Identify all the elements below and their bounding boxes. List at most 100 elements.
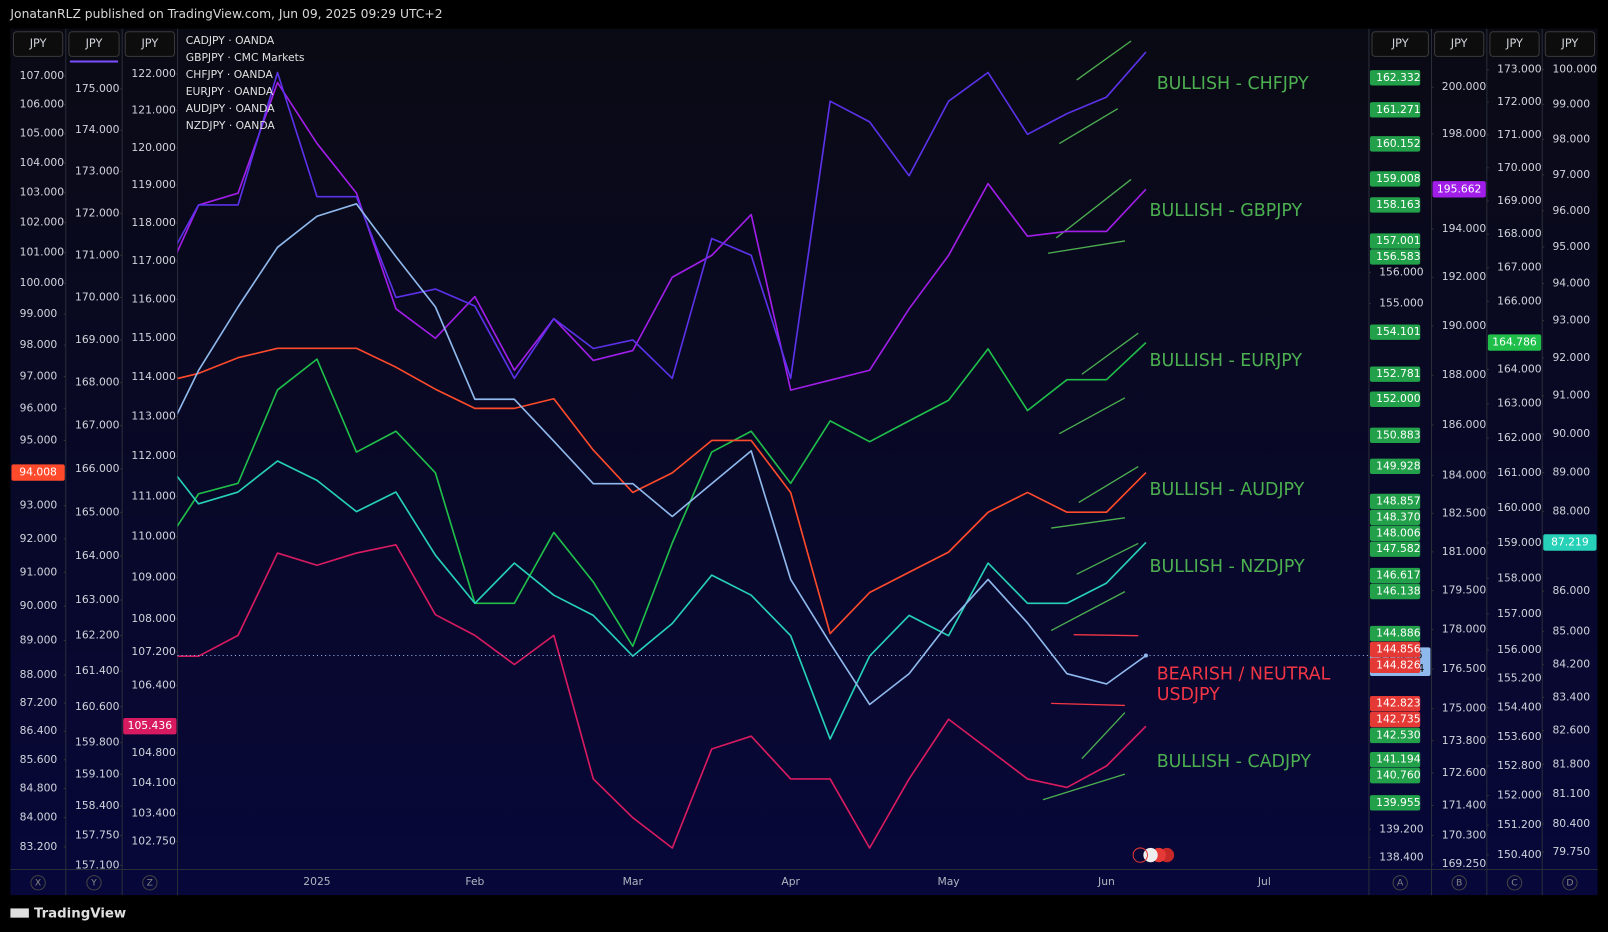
y-tick-label: 90.000 (1552, 427, 1590, 440)
price-badge-label: 94.008 (19, 466, 57, 479)
y-tick-label: 105.000 (20, 127, 65, 140)
level-badge (1369, 625, 1421, 642)
y-tick-label: 168.000 (1497, 227, 1542, 240)
y-tick-label: 84.000 (20, 811, 58, 824)
series-line (177, 460, 1147, 740)
level-badge (1369, 324, 1421, 340)
legend-entry: EURJPY · OANDA (186, 85, 274, 98)
legend-entry: CADJPY · OANDA (186, 34, 275, 47)
y-tick-label: 100.000 (1552, 63, 1597, 76)
level-badge-label: 144.856 (1376, 642, 1421, 655)
x-tick-label: Apr (781, 875, 800, 888)
x-tick-label: Jul (1257, 875, 1271, 888)
y-tick-label: 104.800 (131, 746, 176, 759)
y-tick-label: 164.000 (75, 549, 120, 562)
y-tick-label: 102.000 (20, 216, 65, 229)
price-badge (1487, 334, 1542, 351)
y-tick-label: 200.000 (1442, 80, 1487, 93)
y-tick-label: 116.000 (131, 292, 176, 305)
axis-header: JPY (1561, 37, 1579, 50)
level-badge-label: 146.617 (1376, 569, 1420, 582)
y-tick-label: 184.000 (1442, 468, 1487, 481)
y-tick-label: 104.100 (131, 776, 176, 789)
y-tick-label: 186.000 (1442, 418, 1487, 431)
y-tick-label: 188.000 (1442, 368, 1487, 381)
level-badge (1369, 567, 1421, 584)
y-tick-label: 166.000 (75, 462, 120, 475)
publish-header: JonatanRLZ published on TradingView.com,… (9, 7, 442, 21)
axis-header: JPY (85, 37, 103, 50)
y-tick-label: 151.200 (1497, 818, 1542, 831)
series-line (177, 81, 1147, 391)
level-badge (1369, 493, 1421, 510)
axis-header-box (1434, 31, 1485, 57)
series-line (177, 347, 1147, 635)
y-tick-label: 173.000 (75, 165, 120, 178)
price-badge (1543, 534, 1597, 551)
level-badge (1369, 767, 1421, 784)
axis-letter-circle (1451, 875, 1467, 891)
axis-letter-circle (1392, 875, 1408, 891)
y-tick-label: 175.000 (1442, 702, 1487, 715)
y-tick-label: 121.000 (131, 104, 176, 117)
level-badge (1369, 752, 1421, 768)
axis-header-box (1371, 31, 1429, 57)
axis-header-box (12, 31, 64, 57)
y-tick-label: 94.000 (1552, 277, 1590, 290)
axis-letter-circle (1506, 875, 1523, 891)
y-tick-label: 107.000 (20, 69, 65, 82)
y-tick-label: 173.000 (1497, 63, 1542, 76)
axis-header: JPY (1450, 37, 1468, 50)
x-tick-label: May (937, 875, 960, 888)
level-badge (1369, 711, 1421, 728)
annotation: BULLISH - AUDJPY (1150, 480, 1305, 500)
y-tick-label: 100.000 (20, 276, 65, 289)
series-line (177, 51, 1147, 380)
level-badge-label: 140.760 (1376, 769, 1421, 782)
y-tick-label: 91.000 (1552, 389, 1590, 402)
event-icons (1132, 847, 1175, 863)
axis-letter: A (1397, 877, 1404, 888)
y-tick-label: 157.750 (75, 829, 120, 842)
level-badge-label: 160.152 (1376, 137, 1420, 150)
y-tick-label: 108.000 (131, 612, 176, 625)
price-badge-label: 195.662 (1437, 182, 1481, 195)
axis-header-box (68, 31, 120, 57)
level-badge (1369, 197, 1421, 213)
level-badge-label: 146.138 (1376, 584, 1421, 597)
y-tick-label: 104.000 (20, 156, 65, 169)
y-tick-label: 170.000 (1497, 161, 1542, 174)
y-tick-label: 83.400 (1552, 690, 1590, 703)
y-tick-label: 114.000 (131, 370, 176, 383)
legend-entry: AUDJPY · OANDA (186, 102, 275, 115)
level-badge (1369, 795, 1421, 811)
level-badge (1369, 249, 1421, 265)
price-badge (11, 464, 65, 481)
y-tick-label: 93.000 (20, 499, 58, 512)
y-tick-label: 97.000 (20, 370, 58, 383)
legend-entry: GBPJPY · CMC Markets (186, 51, 305, 64)
price-badge (123, 717, 177, 735)
y-tick-label: 166.000 (1497, 294, 1542, 307)
y-tick-label: 178.000 (1442, 623, 1487, 636)
y-tick-label: 111.000 (131, 489, 176, 502)
level-badge-label: 156.583 (1376, 250, 1420, 263)
level-badge (1369, 102, 1421, 118)
axis-letter-circle (30, 875, 46, 891)
y-tick-label: 154.400 (1497, 701, 1542, 714)
axis-letter: Z (147, 877, 153, 888)
y-tick-label: 170.000 (75, 290, 120, 303)
y-tick-label: 83.200 (20, 840, 58, 853)
y-tick-label: 160.000 (1497, 501, 1542, 514)
y-tick-label: 153.600 (1497, 730, 1542, 743)
y-tick-label: 117.000 (131, 254, 176, 267)
tradingview-logo: TradingView (10, 907, 126, 922)
level-badge (1369, 427, 1421, 443)
y-tick-label: 168.000 (75, 376, 120, 389)
axis-header: JPY (29, 37, 47, 50)
y-tick-label: 158.400 (75, 799, 120, 812)
y-tick-label: 89.000 (1552, 466, 1590, 479)
y-tick-label: 92.000 (20, 532, 58, 545)
axis-letter: B (1456, 877, 1462, 888)
level-badge (1369, 233, 1421, 249)
